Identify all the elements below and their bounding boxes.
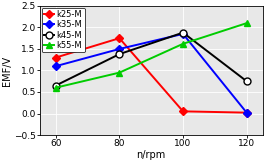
Line: k25-M: k25-M [53,35,249,115]
k55-M [245,22,248,24]
Line: k55-M: k55-M [52,20,250,91]
k55-M [182,43,185,45]
k35-M [245,112,248,114]
k25-M [54,57,57,58]
Line: k45-M: k45-M [52,29,250,89]
k35-M [54,65,57,67]
k35-M [118,48,121,50]
Legend: k25-M, k35-M, k45-M, k55-M: k25-M, k35-M, k45-M, k55-M [42,8,85,52]
k45-M [182,32,185,34]
k45-M [245,80,248,82]
k35-M [182,33,185,35]
k25-M [245,112,248,114]
k55-M [54,87,57,89]
X-axis label: n/rpm: n/rpm [136,150,166,160]
k25-M [118,37,121,39]
k45-M [54,85,57,87]
k45-M [118,53,121,55]
k25-M [182,110,185,112]
k55-M [118,72,121,74]
Line: k35-M: k35-M [53,31,249,115]
Y-axis label: EMF/V: EMF/V [2,55,12,86]
